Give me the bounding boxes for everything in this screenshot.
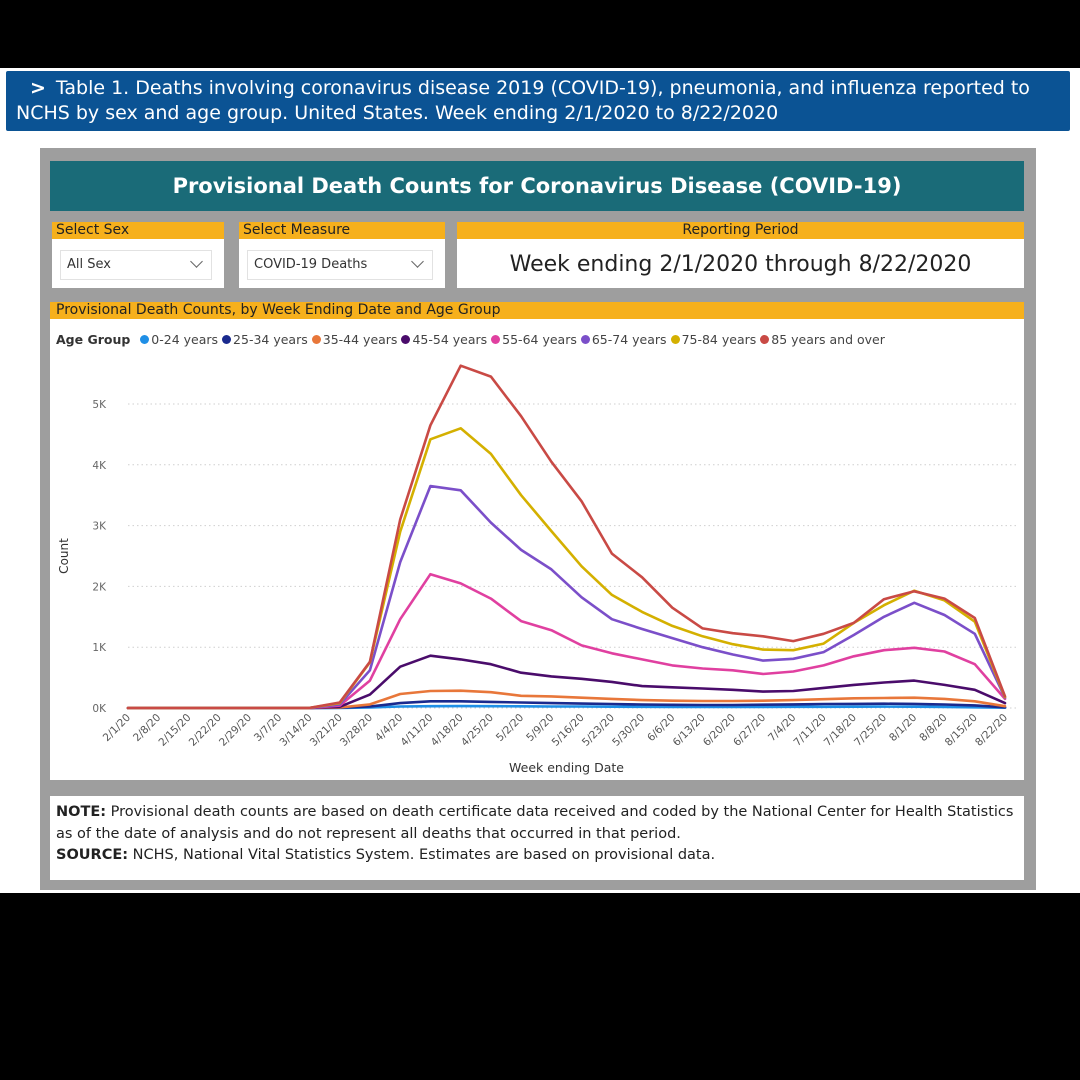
x-tick-label: 6/27/20 xyxy=(731,712,768,749)
legend-item[interactable]: 75-84 years xyxy=(670,332,757,347)
legend-dot-icon xyxy=(491,335,501,344)
series-line xyxy=(126,654,1007,710)
legend-item[interactable]: 0-24 years xyxy=(140,332,218,347)
series-line xyxy=(126,572,1007,710)
x-tick-label: 8/22/20 xyxy=(973,712,1010,749)
chart-panel-title: Provisional Death Counts, by Week Ending… xyxy=(50,302,1024,319)
legend-dot-icon xyxy=(311,335,321,344)
x-tick-label: 3/28/20 xyxy=(338,712,375,749)
chart-panel: Provisional Death Counts, by Week Ending… xyxy=(50,302,1024,780)
y-tick-label: 2K xyxy=(92,581,107,593)
x-tick-label: 5/30/20 xyxy=(610,712,647,749)
legend-label: 25-34 years xyxy=(233,332,308,347)
x-tick-label: 2/15/20 xyxy=(156,712,193,749)
legend-title: Age Group xyxy=(56,332,131,347)
x-tick-label: 7/11/20 xyxy=(792,712,829,749)
chevron-down-icon[interactable] xyxy=(190,255,203,268)
x-tick-label: 4/25/20 xyxy=(459,712,496,749)
source-label: SOURCE: xyxy=(56,847,129,863)
table-header-text: Table 1. Deaths involving coronavirus di… xyxy=(16,77,1030,124)
legend-dot-icon xyxy=(222,335,232,344)
chevron-right-icon[interactable]: > xyxy=(30,77,46,99)
dashboard-title: Provisional Death Counts for Coronavirus… xyxy=(50,161,1024,211)
x-tick-label: 6/20/20 xyxy=(701,712,738,749)
chevron-down-icon[interactable] xyxy=(411,255,424,268)
sex-select[interactable]: All Sex xyxy=(60,250,212,280)
y-tick-label: 0K xyxy=(92,703,107,715)
x-tick-label: 6/13/20 xyxy=(671,712,708,749)
table-header[interactable]: > Table 1. Deaths involving coronavirus d… xyxy=(6,71,1070,131)
legend-label: 0-24 years xyxy=(151,332,219,347)
x-tick-label: 5/23/20 xyxy=(580,712,617,749)
sex-select-value: All Sex xyxy=(67,257,111,272)
measure-select[interactable]: COVID-19 Deaths xyxy=(247,250,433,280)
y-axis-title: Count xyxy=(57,538,71,574)
legend-item[interactable]: 55-64 years xyxy=(491,332,577,347)
series-line xyxy=(126,484,1007,710)
x-tick-label: 2/1/20 xyxy=(101,712,133,744)
legend-label: 35-44 years xyxy=(322,332,398,347)
measure-filter-label: Select Measure xyxy=(239,222,445,239)
y-tick-label: 5K xyxy=(92,399,107,411)
x-tick-label: 7/25/20 xyxy=(852,712,889,749)
legend-dot-icon xyxy=(401,335,411,344)
x-tick-label: 8/15/20 xyxy=(943,712,980,749)
x-tick-label: 7/18/20 xyxy=(822,712,859,749)
measure-select-value: COVID-19 Deaths xyxy=(254,257,368,272)
y-tick-label: 3K xyxy=(92,521,107,533)
note-label: NOTE: xyxy=(56,804,107,820)
sex-filter-card: Select Sex All Sex xyxy=(52,222,224,288)
reporting-period-label: Reporting Period xyxy=(457,222,1024,239)
reporting-period-card: Reporting Period Week ending 2/1/2020 th… xyxy=(457,222,1024,288)
sex-filter-label: Select Sex xyxy=(52,222,224,239)
x-tick-label: 4/11/20 xyxy=(398,712,435,749)
legend-dot-icon xyxy=(140,335,150,344)
legend-item[interactable]: 85 years and over xyxy=(760,332,885,347)
y-tick-label: 1K xyxy=(92,642,107,654)
source-paragraph: SOURCE: NCHS, National Vital Statistics … xyxy=(56,845,1018,867)
chart-legend: Age Group 0-24 years 25-34 years 35-44 yea… xyxy=(56,332,889,347)
legend-label: 65-74 years xyxy=(591,332,667,347)
legend-label: 55-64 years xyxy=(502,332,577,347)
x-tick-label: 2/29/20 xyxy=(217,712,254,749)
legend-dot-icon xyxy=(670,335,680,344)
reporting-period-value: Week ending 2/1/2020 through 8/22/2020 xyxy=(509,252,972,277)
legend-dot-icon xyxy=(760,335,770,344)
legend-label: 85 years and over xyxy=(771,332,885,347)
legend-item[interactable]: 25-34 years xyxy=(222,332,308,347)
line-chart: 0K1K2K3K4K5KCount2/1/202/8/202/15/202/22… xyxy=(57,364,1017,775)
legend-label: 75-84 years xyxy=(681,332,757,347)
note-text: Provisional death counts are based on de… xyxy=(56,804,1014,842)
x-tick-label: 3/21/20 xyxy=(308,712,345,749)
legend-item[interactable]: 45-54 years xyxy=(401,332,487,347)
x-tick-label: 8/1/20 xyxy=(887,712,919,744)
x-tick-label: 5/16/20 xyxy=(550,712,587,749)
x-axis-title: Week ending Date xyxy=(509,760,624,775)
x-tick-label: 5/2/20 xyxy=(494,712,526,744)
measure-filter-card: Select Measure COVID-19 Deaths xyxy=(239,222,445,288)
note-box: NOTE: Provisional death counts are based… xyxy=(50,796,1024,880)
x-tick-label: 3/14/20 xyxy=(277,712,314,749)
legend-item[interactable]: 35-44 years xyxy=(311,332,398,347)
series-line xyxy=(126,427,1007,710)
note-paragraph: NOTE: Provisional death counts are based… xyxy=(56,802,1018,845)
legend-label: 45-54 years xyxy=(412,332,488,347)
x-tick-label: 4/18/20 xyxy=(429,712,466,749)
series-line xyxy=(126,364,1007,710)
y-tick-label: 4K xyxy=(92,460,107,472)
x-tick-label: 2/22/20 xyxy=(187,712,224,749)
source-text: NCHS, National Vital Statistics System. … xyxy=(132,847,716,863)
legend-item[interactable]: 65-74 years xyxy=(580,332,667,347)
legend-dot-icon xyxy=(580,335,590,344)
